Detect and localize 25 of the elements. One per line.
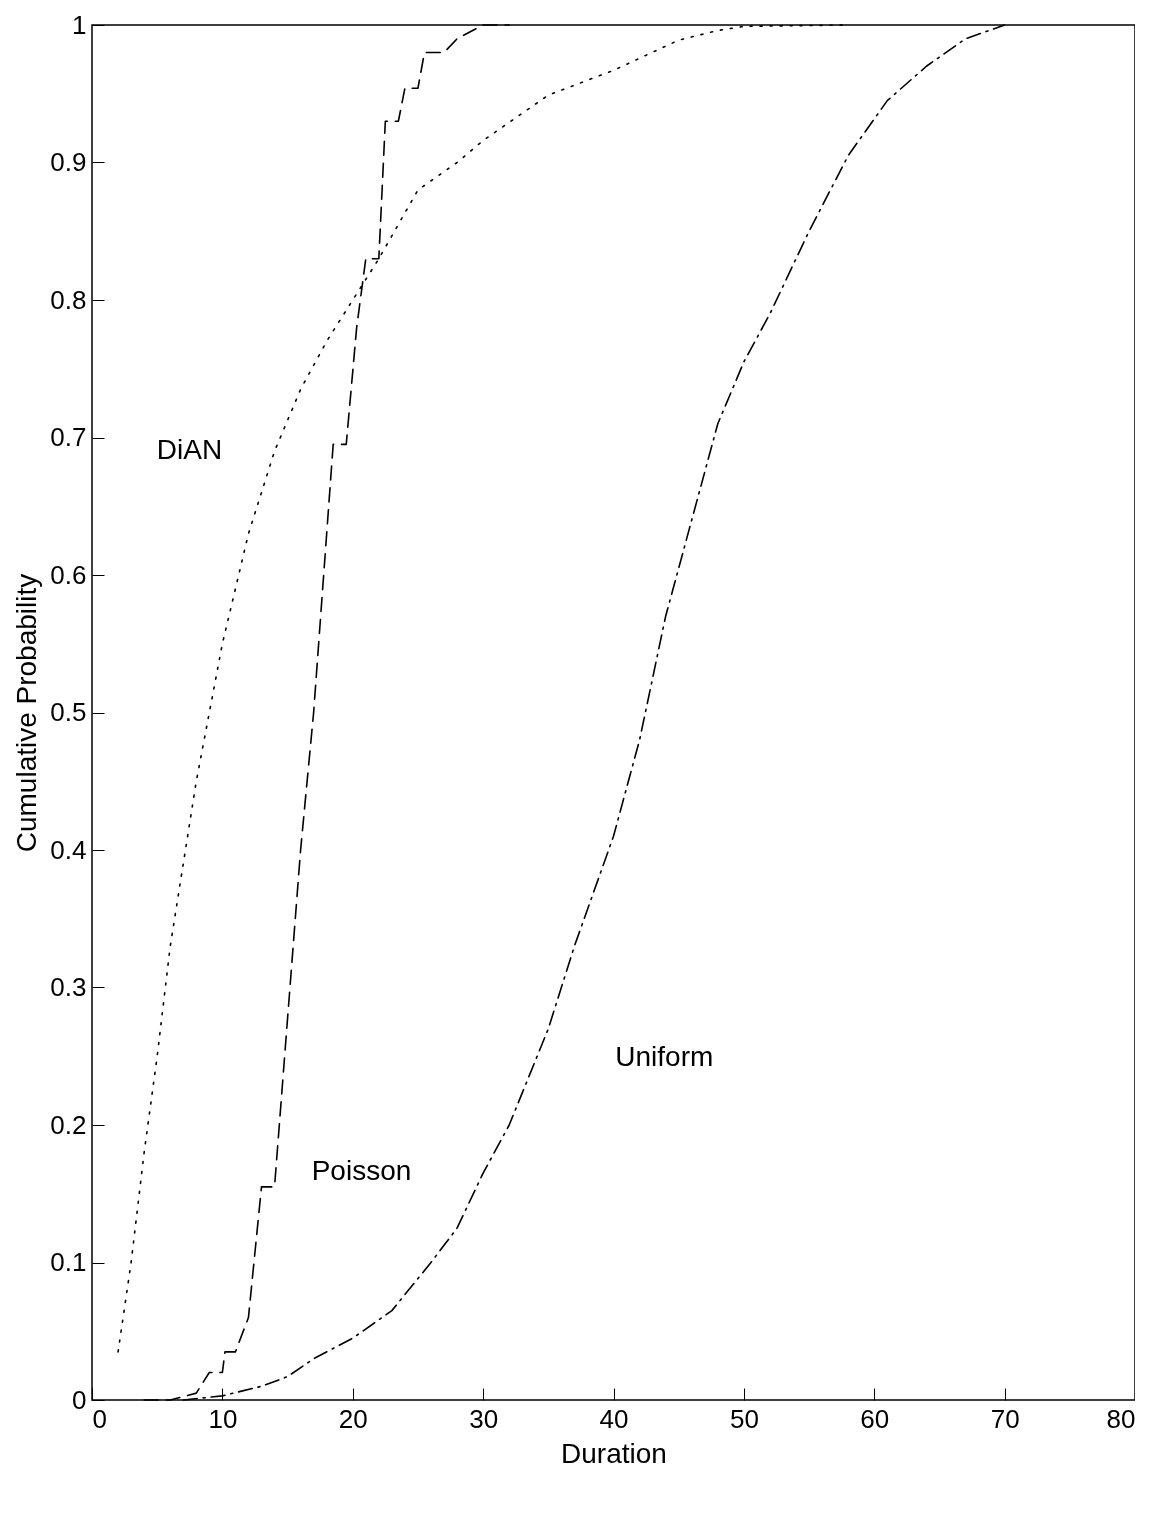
x-tick-label: 10 bbox=[208, 1403, 238, 1434]
series-label: Poisson bbox=[311, 1154, 412, 1186]
x-tick-label: 70 bbox=[990, 1403, 1020, 1434]
y-tick-label: 0.1 bbox=[50, 1247, 87, 1277]
x-tick-label: 80 bbox=[1106, 1403, 1136, 1434]
x-axis-title: Duration bbox=[561, 1437, 667, 1469]
y-tick-label: 1 bbox=[72, 9, 87, 40]
y-tick-label: 0.6 bbox=[50, 559, 87, 590]
x-tick-label: 50 bbox=[729, 1403, 759, 1434]
y-axis-title: Cumulative Probability bbox=[11, 573, 43, 853]
x-tick-label: 0 bbox=[92, 1403, 107, 1434]
y-tick-label: 0.3 bbox=[50, 972, 87, 1002]
y-tick-label: 0 bbox=[72, 1384, 87, 1415]
y-tick-label: 0.8 bbox=[50, 284, 87, 315]
text: Uniform bbox=[615, 1040, 714, 1072]
x-tick-label: 20 bbox=[338, 1403, 368, 1434]
y-tick-label: 0.4 bbox=[50, 834, 87, 865]
x-tick-label: 40 bbox=[599, 1403, 629, 1434]
series-label: DiAN bbox=[156, 434, 223, 466]
y-tick-label: 0.5 bbox=[50, 697, 87, 727]
x-tick-label: 60 bbox=[860, 1403, 890, 1434]
y-tick-label: 0.2 bbox=[50, 1109, 87, 1140]
x-tick-label: 30 bbox=[469, 1403, 499, 1434]
y-tick-label: 0.9 bbox=[50, 147, 87, 177]
y-tick-label: 0.7 bbox=[50, 422, 87, 452]
